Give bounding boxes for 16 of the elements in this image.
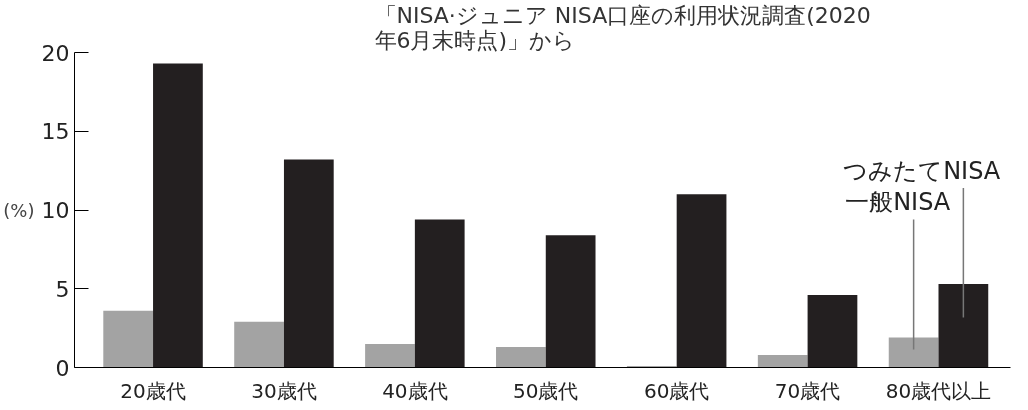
x-tick-label: 20歳代: [120, 378, 186, 403]
text: つみたてNISA: [843, 156, 1001, 185]
y-tick-label: 15: [41, 119, 70, 145]
y-tick-label: 10: [41, 198, 70, 223]
x-tick-label: 30歳代: [251, 378, 317, 403]
text: 「NISA·ジュニア NISA口座の利用状況調査(2020年6月末時点)」から: [374, 2, 871, 53]
y-axis-title: (%): [3, 199, 35, 221]
y-tick-label: 0: [55, 355, 70, 381]
y-tick-label: 5: [55, 276, 70, 302]
x-tick-label: 60歳代: [643, 378, 710, 403]
x-tick-label: 70歳代: [774, 378, 841, 403]
x-tick-label: 80歳代以上: [885, 378, 992, 403]
y-tick-label: 20: [41, 40, 70, 66]
x-tick-label: 50歳代: [513, 378, 579, 403]
text: 一般NISA: [845, 188, 951, 217]
x-tick-label: 40歳代: [382, 378, 448, 403]
